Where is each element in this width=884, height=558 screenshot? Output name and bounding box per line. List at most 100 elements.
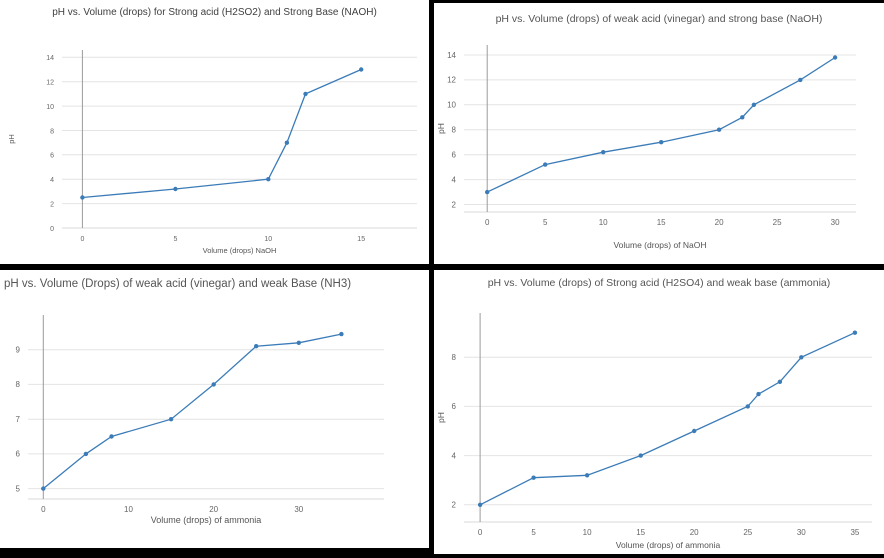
data-point [692, 428, 697, 434]
data-point [638, 453, 643, 458]
data-point [485, 189, 490, 195]
y-tick-label: 6 [452, 402, 457, 411]
x-tick-label: 15 [357, 236, 365, 243]
data-point [109, 434, 114, 439]
x-tick-label: 30 [294, 505, 303, 514]
chart-panel-weak-acid-strong-base: pH vs. Volume (drops) of weak acid (vine… [434, 3, 884, 264]
chart-svg: 2 4 6 8 10 12 14 0 5 10 15 20 25 30 Volume (drops) of … [436, 45, 856, 250]
chart-svg: 5 6 7 8 9 0 10 20 30 Volume (drops) of ammonia [16, 315, 384, 525]
data-point [740, 115, 745, 120]
chart-canvas: 5 6 7 8 9 0 10 20 30 Volume (drops) of ammonia [0, 270, 429, 548]
data-point [777, 379, 783, 384]
data-point [751, 102, 757, 108]
data-line [82, 68, 362, 199]
x-tick-label: 35 [850, 528, 859, 537]
x-tick-label: 30 [797, 528, 806, 537]
y-tick-label: 8 [452, 126, 457, 135]
y-tick-label: 14 [447, 51, 456, 60]
data-point [254, 344, 259, 349]
data-point [41, 486, 46, 491]
data-point [716, 127, 722, 132]
data-point [359, 67, 364, 72]
x-tick-label: 0 [478, 528, 483, 537]
y-tick-label: 6 [50, 153, 54, 160]
x-tick-label: 20 [715, 218, 724, 227]
x-tick-label: 10 [583, 528, 592, 537]
y-tick-label: 0 [50, 226, 54, 233]
x-axis-label: Volume (drops) of NaOH [613, 240, 706, 250]
x-tick-label: 10 [599, 218, 608, 227]
y-tick-label: 12 [447, 76, 456, 85]
data-point [584, 473, 590, 478]
y-tick-label: 8 [16, 380, 21, 389]
chart-svg: 2 4 6 8 0 5 10 15 20 25 30 35 Volume (drops) of ammo… [436, 313, 872, 550]
x-tick-label: 20 [690, 528, 699, 537]
data-point [80, 195, 85, 200]
data-point [798, 77, 803, 83]
data-line [479, 332, 856, 506]
data-point [339, 331, 344, 337]
data-point [756, 391, 761, 397]
chart-panel-strong-acid-strong-base: pH vs. Volume (drops) for Strong acid (H… [0, 0, 429, 264]
data-point [745, 404, 750, 409]
x-tick-label: 15 [636, 528, 645, 537]
y-tick-label: 2 [452, 501, 457, 510]
x-tick-label: 15 [657, 218, 666, 227]
chart-svg: 0 2 4 6 8 10 12 14 0 5 10 15 Volume (drops) NaOH pH [7, 50, 417, 255]
x-tick-label: 30 [831, 218, 840, 227]
y-tick-label: 8 [50, 128, 54, 135]
y-tick-label: 9 [16, 346, 21, 355]
y-axis-label: pH [436, 123, 446, 134]
data-point [168, 417, 174, 422]
chart-canvas: 2 4 6 8 10 12 14 0 5 10 15 20 25 30 Volume (drops) of … [434, 3, 884, 264]
y-tick-label: 4 [452, 451, 457, 460]
chart-title: pH vs. Volume (drops) of Strong acid (H2… [487, 277, 831, 289]
y-tick-label: 4 [50, 177, 54, 184]
x-tick-label: 25 [743, 528, 752, 537]
y-tick-label: 14 [46, 55, 54, 62]
y-axis-label: pH [7, 134, 16, 144]
x-tick-label: 10 [124, 505, 133, 514]
x-tick-label: 25 [773, 218, 782, 227]
data-point [852, 330, 858, 335]
data-point [799, 355, 804, 360]
x-axis-label: Volume (drops) of ammonia [616, 540, 721, 550]
data-point [543, 162, 548, 167]
data-point [266, 177, 271, 182]
x-tick-label: 5 [543, 218, 548, 227]
y-tick-label: 8 [452, 353, 457, 362]
data-point [832, 55, 838, 60]
x-tick-label: 10 [264, 236, 272, 243]
chart-canvas: 0 2 4 6 8 10 12 14 0 5 10 15 Volume (drops) NaOH pH [0, 0, 429, 264]
data-point [173, 186, 178, 192]
y-tick-label: 5 [16, 484, 21, 493]
y-tick-label: 2 [452, 200, 457, 209]
y-tick-label: 2 [50, 201, 54, 208]
y-tick-label: 6 [452, 151, 457, 160]
data-point [601, 150, 606, 155]
y-tick-label: 4 [452, 175, 457, 184]
x-tick-label: 0 [485, 218, 490, 227]
data-point [531, 475, 536, 480]
x-tick-label: 5 [173, 236, 177, 243]
y-tick-label: 10 [447, 101, 456, 110]
x-tick-label: 0 [41, 505, 46, 514]
data-point [659, 140, 664, 145]
chart-title: pH vs. Volume (drops) of weak acid (vine… [495, 13, 823, 25]
x-axis-label: Volume (drops) NaOH [203, 246, 277, 255]
y-axis-label: pH [436, 412, 446, 423]
x-axis-label: Volume (drops) of ammonia [151, 515, 262, 525]
chart-title: pH vs. Volume (drops) for Strong acid (H… [52, 7, 377, 18]
data-point [303, 91, 308, 97]
y-tick-label: 12 [46, 80, 54, 87]
data-point [296, 340, 301, 345]
y-tick-label: 6 [16, 450, 21, 459]
data-point [284, 140, 290, 145]
y-tick-label: 7 [16, 415, 21, 424]
data-point [477, 502, 483, 507]
data-line [486, 56, 836, 193]
x-tick-label: 5 [531, 528, 536, 537]
data-point [211, 382, 216, 387]
x-tick-label: 20 [209, 505, 218, 514]
